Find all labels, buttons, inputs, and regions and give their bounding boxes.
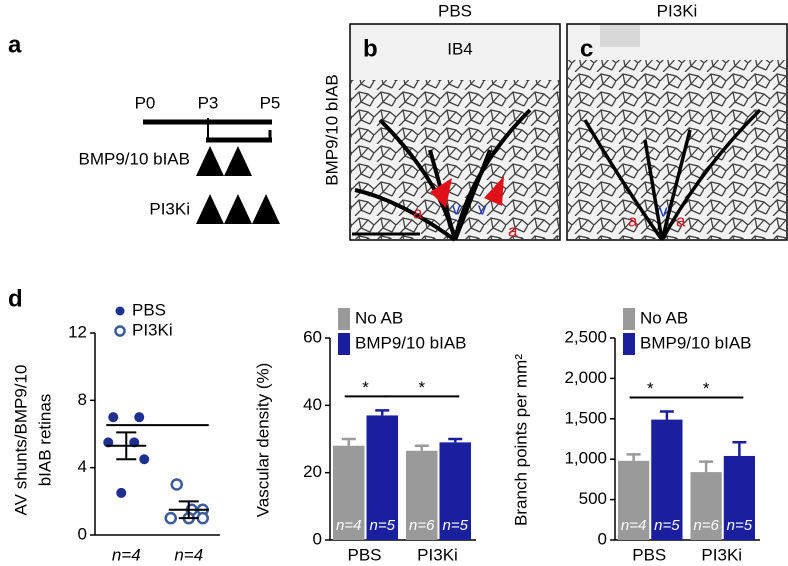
y-tick-label: 0 — [598, 529, 607, 548]
treatment-label: BMP9/10 bIAB — [78, 149, 190, 168]
treatment-label: PI3Ki — [149, 199, 190, 218]
n-label: n=6 — [693, 517, 719, 534]
data-point — [170, 478, 183, 491]
legend-label: PI3Ki — [132, 320, 173, 339]
n-label: n=6 — [409, 517, 435, 534]
data-point — [196, 511, 209, 525]
x-tick-label: PBS — [347, 545, 381, 564]
legend-label: BMP9/10 bIAB — [355, 333, 467, 352]
micrograph — [566, 23, 788, 242]
y-tick-label: 0 — [313, 529, 322, 548]
significance-label: * — [703, 379, 710, 398]
bar — [651, 419, 683, 540]
legend-swatch — [623, 308, 635, 330]
bar — [690, 472, 722, 540]
error-bar — [414, 444, 429, 451]
y-tick-label: 40 — [303, 395, 322, 414]
vein-label: v — [452, 199, 461, 218]
n-label: n=5 — [727, 517, 753, 534]
x-tick-label: PI3Ki — [417, 545, 458, 564]
y-tick-label: 8 — [78, 390, 87, 409]
n-label: n=4 — [336, 517, 361, 534]
data-point — [139, 454, 150, 465]
injection-marker — [196, 146, 252, 176]
y-tick-label: 0 — [78, 524, 87, 543]
x-tick-label: n=4 — [174, 545, 203, 564]
legend-marker — [114, 325, 126, 337]
y-axis-label: AV shunts/BMP9/10 — [11, 365, 30, 516]
legend-label: PBS — [132, 300, 166, 319]
x-tick-label: n=4 — [112, 545, 141, 564]
n-label: n=5 — [370, 517, 396, 534]
data-point — [134, 412, 145, 423]
timepoint: P0 — [135, 93, 156, 112]
artery-label: a — [508, 221, 518, 240]
panel-label: d — [8, 285, 23, 312]
timepoint: P5 — [260, 93, 281, 112]
legend-marker — [115, 306, 125, 316]
injection-marker — [196, 194, 280, 224]
error-bar — [732, 440, 747, 456]
error-bar — [178, 500, 199, 520]
column-title: PI3Ki — [657, 1, 698, 20]
panel-label: a — [8, 31, 22, 58]
bar — [439, 442, 471, 540]
y-tick-label: 20 — [303, 462, 322, 481]
legend-swatch — [623, 333, 635, 355]
vein-label: v — [659, 201, 668, 220]
error-bar — [375, 409, 390, 416]
n-label: n=5 — [443, 517, 469, 534]
error-bar — [699, 460, 714, 473]
panel-label: b — [363, 35, 378, 62]
data-point — [108, 412, 119, 423]
bar — [333, 445, 365, 540]
artery-label: a — [676, 211, 686, 230]
bar — [723, 455, 755, 540]
x-tick-label: PBS — [632, 545, 666, 564]
y-tick-label: 1,500 — [564, 408, 607, 427]
y-tick-label: 1,000 — [564, 449, 607, 468]
data-point — [164, 511, 177, 525]
panel-label: c — [580, 35, 593, 62]
significance-label: * — [418, 378, 425, 397]
y-tick-label: 500 — [579, 489, 607, 508]
significance-label: * — [647, 379, 654, 398]
error-bar — [448, 437, 463, 443]
legend-label: No AB — [640, 308, 688, 327]
y-tick-label: 2,000 — [564, 368, 607, 387]
y-tick-label: 2,500 — [564, 327, 607, 346]
vein-label: v — [478, 199, 487, 218]
legend-swatch — [338, 333, 350, 355]
artery-label: a — [413, 203, 423, 222]
error-bar — [659, 410, 674, 420]
y-tick-label: 60 — [303, 327, 322, 346]
artery-label: a — [628, 211, 638, 230]
error-bar — [341, 437, 356, 446]
n-label: n=4 — [621, 517, 646, 534]
data-point — [116, 487, 127, 498]
significance-label: * — [362, 378, 369, 397]
y-tick-label: 12 — [68, 322, 87, 341]
legend-swatch — [338, 308, 350, 330]
y-tick-label: 4 — [78, 457, 87, 476]
y-axis-label: Vascular density (%) — [253, 363, 272, 518]
timepoint: P3 — [198, 93, 219, 112]
row-label: BMP9/10 bIAB — [322, 74, 341, 186]
column-title: PBS — [438, 1, 472, 20]
legend-label: BMP9/10 bIAB — [640, 333, 752, 352]
y-axis-label: bIAB retinas — [35, 394, 54, 487]
legend-label: No AB — [355, 308, 403, 327]
error-bar — [626, 453, 641, 461]
n-label: n=5 — [654, 517, 680, 534]
micrograph — [349, 23, 561, 242]
bar — [618, 460, 650, 540]
bar — [406, 450, 438, 540]
y-axis-label: Branch points per mm² — [511, 354, 530, 526]
error-bar — [116, 431, 137, 461]
bar — [366, 415, 398, 540]
stain-label: IB4 — [447, 39, 473, 58]
x-tick-label: PI3Ki — [701, 545, 742, 564]
